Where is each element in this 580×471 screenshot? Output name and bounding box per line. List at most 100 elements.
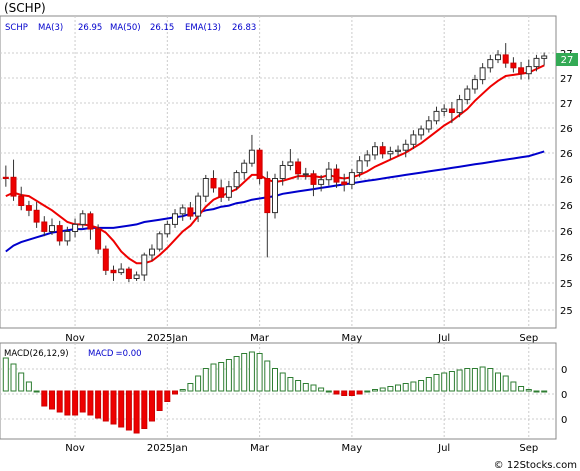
macd-y-tick-label: 0 [561, 365, 567, 376]
macd-bar-positive [364, 390, 371, 393]
price-panel-frame [0, 15, 557, 329]
candle-body-up [387, 150, 394, 155]
candle [95, 224, 102, 254]
macd-bar-positive [2, 357, 9, 392]
candle [533, 54, 540, 72]
candle-body-up [179, 207, 186, 215]
candle-body-down [379, 146, 386, 155]
candle-body-down [10, 176, 17, 197]
candle [302, 167, 309, 180]
macd-bar-positive [233, 356, 240, 392]
macd-bar-positive [295, 380, 302, 392]
candle-body-up [410, 134, 417, 145]
candle-body-down [95, 228, 102, 250]
candle [241, 159, 248, 180]
candle [325, 161, 332, 186]
macd-bar-negative [172, 390, 178, 395]
candle-body-up [464, 88, 471, 101]
candle [372, 141, 378, 160]
candle-body-down [87, 213, 94, 230]
macd-bar-positive [471, 368, 478, 392]
candle-body-down [218, 187, 225, 198]
candle [441, 104, 448, 117]
macd-bar-positive [387, 386, 394, 392]
macd-bar-negative [56, 390, 63, 413]
macd-legend: MACD(26,12,9) MACD =0.00 [4, 349, 142, 359]
macd-bar-positive [248, 351, 255, 392]
candle [2, 165, 9, 187]
candle [318, 174, 325, 192]
macd-bar-negative [125, 390, 132, 431]
macd-bar-positive [33, 390, 40, 393]
candle [502, 43, 509, 68]
candle-body-down [210, 178, 217, 189]
macd-bar-positive [225, 359, 232, 392]
legend-ma3-value: 26.95 [78, 23, 102, 33]
candle [102, 245, 109, 276]
macd-bar-positive [218, 362, 225, 392]
macd-bar-positive [379, 387, 386, 392]
price-y-tick-label: 26 [560, 253, 573, 264]
legend-ema13-label: EMA(13) [185, 23, 221, 33]
macd-bar-negative [348, 390, 355, 396]
macd-bar-positive [18, 372, 25, 392]
macd-bar-positive [518, 386, 525, 392]
candle-body-up [141, 254, 148, 276]
candle-body-up [72, 223, 79, 232]
candle-body-up [471, 79, 478, 90]
candle-body-up [118, 268, 125, 274]
candle-body-up [402, 143, 409, 151]
candle-body-down [18, 195, 25, 207]
candle-body-up [272, 178, 278, 214]
macd-histogram [2, 351, 548, 434]
candle [410, 130, 417, 150]
price-x-tick-label: 2025Jan [147, 333, 188, 344]
macd-bar-negative [79, 390, 86, 413]
price-y-tick-label: 26 [560, 175, 573, 186]
price-x-tick-label: May [342, 333, 363, 344]
macd-bar-positive [195, 375, 202, 392]
candle-body-up [287, 161, 294, 166]
price-y-tick-label: 26 [560, 124, 573, 135]
macd-bar-positive [318, 387, 325, 392]
candle [395, 145, 401, 157]
candle-body-up [325, 168, 332, 181]
macd-bar-positive [495, 372, 501, 392]
candle-body-down [510, 62, 517, 69]
macd-bar-negative [41, 390, 48, 407]
macd-bar-negative [72, 390, 79, 416]
macd-bar-negative [149, 390, 155, 422]
macd-bar-negative [102, 390, 109, 422]
candle [164, 220, 171, 238]
candle-body-down [264, 178, 271, 214]
candle [125, 266, 132, 283]
candle [25, 200, 32, 217]
macd-bar-positive [433, 374, 440, 392]
macd-bar-positive [310, 384, 317, 392]
macd-bar-positive [441, 372, 448, 392]
candle [425, 116, 432, 133]
candle-body-down [518, 67, 525, 75]
candle [471, 74, 478, 94]
price-x-tick-label: Nov [65, 333, 85, 344]
candle [18, 186, 25, 211]
candle-body-down [25, 205, 32, 211]
price-y-tick-label: 26 [560, 201, 573, 212]
candle-body-down [295, 161, 302, 175]
candle [518, 61, 525, 80]
candle [418, 125, 425, 140]
candle-body-up [241, 162, 248, 174]
candle [49, 218, 55, 235]
macd-bar-positive [25, 381, 32, 392]
candle-body-up [302, 173, 309, 176]
candle-body-up [248, 149, 255, 164]
candle [110, 265, 117, 281]
candle-body-down [110, 269, 117, 274]
price-y-tick-label: 26 [560, 149, 573, 160]
candle [287, 149, 294, 171]
candle-body-up [195, 195, 202, 217]
macd-bar-positive [533, 390, 540, 393]
candle [495, 50, 501, 64]
price-y-tick-label: 27 [560, 74, 573, 85]
macd-bar-positive [287, 377, 294, 392]
